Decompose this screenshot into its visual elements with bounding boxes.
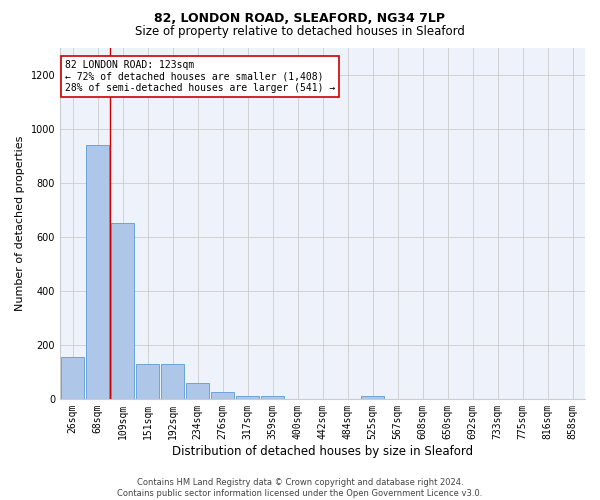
Bar (161, 364, 184, 399)
Bar (261, 396, 284, 399)
Bar (111, 223, 134, 399)
Text: 82, LONDON ROAD, SLEAFORD, NG34 7LP: 82, LONDON ROAD, SLEAFORD, NG34 7LP (155, 12, 445, 26)
Bar (361, 396, 384, 399)
Y-axis label: Number of detached properties: Number of detached properties (15, 136, 25, 311)
X-axis label: Distribution of detached houses by size in Sleaford: Distribution of detached houses by size … (172, 444, 473, 458)
Bar (186, 382, 209, 399)
Bar (236, 396, 259, 399)
Bar (211, 392, 234, 399)
Bar (61, 357, 84, 399)
Bar (86, 145, 109, 399)
Text: 82 LONDON ROAD: 123sqm
← 72% of detached houses are smaller (1,408)
28% of semi-: 82 LONDON ROAD: 123sqm ← 72% of detached… (65, 60, 335, 93)
Text: Contains HM Land Registry data © Crown copyright and database right 2024.
Contai: Contains HM Land Registry data © Crown c… (118, 478, 482, 498)
Text: Size of property relative to detached houses in Sleaford: Size of property relative to detached ho… (135, 25, 465, 38)
Bar (136, 364, 159, 399)
